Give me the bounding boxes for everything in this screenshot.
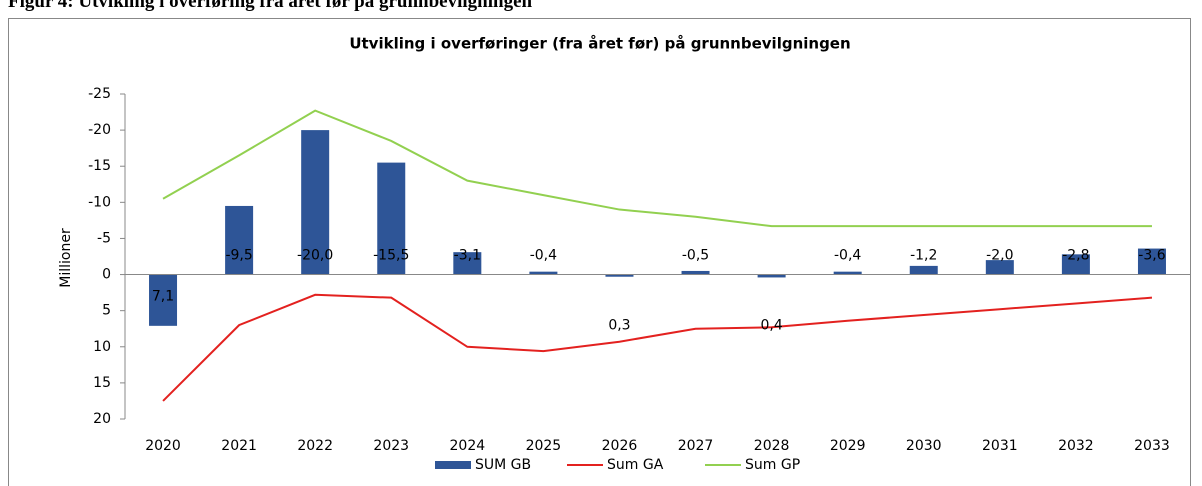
data-label: -3,6 — [1138, 248, 1165, 264]
y-tick-label: 20 — [93, 411, 111, 427]
line — [162, 293, 1153, 402]
x-tick-label: 2022 — [297, 438, 333, 454]
x-tick-label: 2025 — [526, 438, 562, 454]
bar — [529, 271, 558, 275]
y-tick-label: -20 — [88, 122, 111, 138]
legend-swatch — [435, 461, 471, 469]
bar — [1137, 248, 1166, 275]
data-label: -0,4 — [834, 248, 861, 264]
x-tick-label: 2031 — [982, 438, 1018, 454]
data-label: -1,2 — [910, 248, 937, 264]
y-tick-label: 0 — [102, 267, 111, 283]
data-label: -0,4 — [530, 248, 557, 264]
x-tick-label: 2032 — [1058, 438, 1094, 454]
line — [162, 109, 1152, 228]
x-tick-label: 2030 — [906, 438, 942, 454]
bar — [605, 274, 634, 277]
data-label: -2,0 — [986, 248, 1013, 264]
legend-label: SUM GB — [475, 457, 531, 473]
y-tick-label: 15 — [93, 375, 111, 391]
y-tick-label: -15 — [88, 158, 111, 174]
bar — [149, 274, 178, 326]
bar — [1061, 254, 1090, 275]
bar — [681, 270, 710, 275]
x-tick-label: 2028 — [754, 438, 790, 454]
x-tick-label: 2027 — [678, 438, 714, 454]
data-label: 0,3 — [608, 318, 630, 334]
data-label: -9,5 — [225, 248, 252, 264]
y-tick-label: -5 — [97, 230, 111, 246]
x-tick-label: 2020 — [145, 438, 181, 454]
bar — [453, 252, 482, 275]
bar — [985, 260, 1014, 275]
bar — [833, 271, 862, 275]
y-tick-label: -25 — [88, 86, 111, 102]
legend-label: Sum GA — [607, 457, 664, 473]
x-tick-label: 2029 — [830, 438, 866, 454]
data-label: -15,5 — [373, 248, 409, 264]
x-tick-label: 2033 — [1134, 438, 1170, 454]
bar — [225, 205, 254, 275]
x-tick-label: 2024 — [450, 438, 486, 454]
data-label: 0,4 — [760, 318, 782, 334]
data-label: -3,1 — [454, 248, 481, 264]
bar — [301, 130, 330, 275]
chart-frame — [8, 18, 1191, 486]
data-label: -0,5 — [682, 248, 709, 264]
x-tick-label: 2023 — [373, 438, 409, 454]
data-label: 7,1 — [152, 289, 174, 305]
legend-label: Sum GP — [745, 457, 800, 473]
chart-title: Utvikling i overføringer (fra året før) … — [349, 35, 850, 53]
data-label: -2,8 — [1062, 248, 1089, 264]
x-tick-label: 2021 — [221, 438, 257, 454]
bar — [377, 162, 406, 275]
data-label: -20,0 — [297, 248, 333, 264]
bar — [757, 274, 786, 278]
figure-caption: Figur 4: Utvikling i overføring fra året… — [8, 0, 533, 12]
y-tick-label: -10 — [88, 194, 111, 210]
y-tick-label: 10 — [93, 339, 111, 355]
y-tick-label: 5 — [102, 303, 111, 319]
x-tick-label: 2026 — [602, 438, 638, 454]
y-axis-label: Millioner — [58, 228, 74, 288]
bar — [909, 265, 938, 275]
